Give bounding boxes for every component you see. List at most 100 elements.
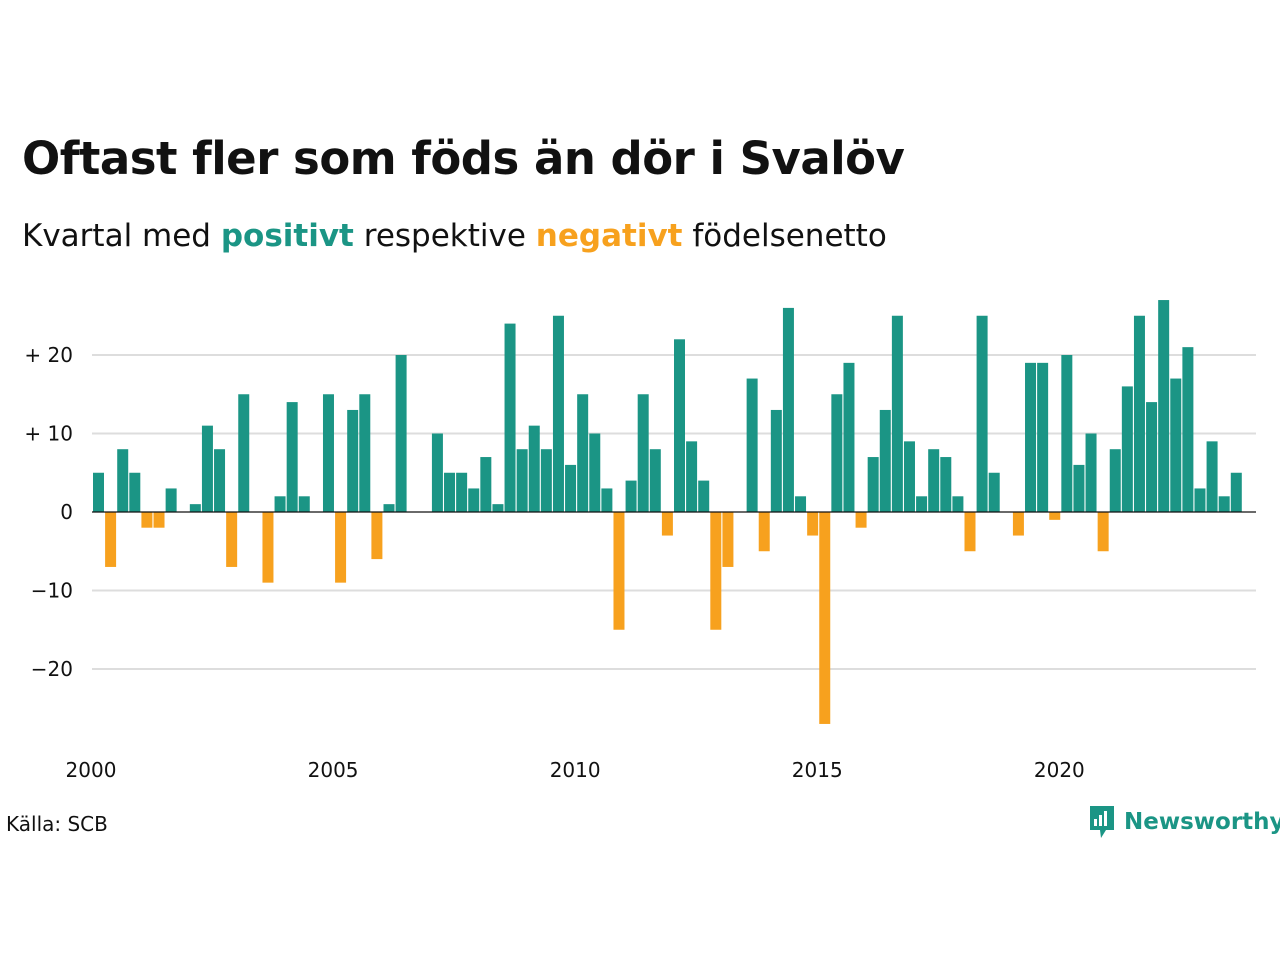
bar-positive: [1121, 386, 1133, 512]
bar-positive: [843, 362, 855, 512]
y-tick-label: + 20: [24, 343, 73, 367]
bar-negative: [262, 512, 274, 583]
bar-positive: [988, 472, 1000, 512]
bar-positive: [625, 480, 637, 512]
bar-negative: [855, 512, 867, 528]
bar-positive: [274, 496, 286, 512]
bar-negative: [807, 512, 819, 536]
bar-negative: [710, 512, 722, 630]
bar-positive: [504, 323, 516, 512]
subtitle-text-2: respektive: [363, 218, 526, 254]
x-tick-label: 2005: [308, 758, 359, 782]
bar-positive: [1025, 362, 1037, 512]
bar-positive: [322, 394, 334, 512]
bar-positive: [746, 378, 758, 512]
bar-positive: [165, 488, 177, 512]
bar-positive: [674, 339, 685, 512]
bar-positive: [976, 315, 988, 512]
chart-title: Oftast fler som föds än dör i Svalöv: [22, 132, 905, 185]
bar-positive: [649, 449, 661, 512]
y-tick-label: −10: [31, 579, 73, 603]
bar-positive: [444, 472, 456, 512]
bar-negative: [371, 512, 383, 560]
bar-positive: [1170, 378, 1182, 512]
bar-positive: [456, 472, 468, 512]
y-tick-label: 0: [60, 500, 73, 524]
brand-name: Newsworthy: [1124, 809, 1280, 835]
subtitle-text-1: Kvartal med: [22, 218, 211, 254]
bar-negative: [226, 512, 238, 567]
bar-positive: [93, 472, 104, 512]
bar-negative: [1049, 512, 1061, 520]
bar-positive: [1133, 315, 1145, 512]
bar-positive: [1061, 355, 1073, 512]
bar-negative: [105, 512, 117, 567]
bar-positive: [928, 449, 940, 512]
y-tick-label: + 10: [24, 422, 73, 446]
bar-positive: [891, 315, 903, 512]
bar-positive: [516, 449, 528, 512]
x-axis-ticks: 2000 2005 2010 2015 2020: [66, 758, 1085, 782]
bar-positive: [903, 441, 915, 512]
bar-positive: [1158, 300, 1170, 512]
bar-negative: [758, 512, 770, 552]
bar-positive: [770, 409, 782, 512]
subtitle-positive-word: positivt: [220, 218, 354, 254]
bar-positive: [480, 457, 492, 512]
bar-positive: [129, 472, 141, 512]
bar-positive: [359, 394, 371, 512]
bar-positive: [1206, 441, 1218, 512]
x-tick-label: 2000: [66, 758, 117, 782]
bars: [93, 300, 1242, 724]
bar-positive: [238, 394, 250, 512]
bar-positive: [1218, 496, 1230, 512]
bar-negative: [141, 512, 153, 528]
bar-positive: [383, 504, 395, 512]
bar-positive: [395, 355, 407, 512]
bar-positive: [468, 488, 480, 512]
bar-positive: [492, 504, 504, 512]
bar-positive: [1037, 362, 1049, 512]
bar-positive: [1194, 488, 1206, 512]
brand-logo: Newsworthy: [1088, 804, 1280, 840]
bar-positive: [577, 394, 589, 512]
bar-negative: [613, 512, 625, 630]
bar-negative: [819, 512, 831, 724]
bar-negative: [661, 512, 673, 536]
bar-positive: [698, 480, 710, 512]
bar-positive: [540, 449, 552, 512]
bar-positive: [1230, 472, 1242, 512]
bar-negative: [722, 512, 734, 567]
bar-positive: [1073, 464, 1085, 512]
y-axis-ticks: + 20 + 10 0 −10 −20: [24, 343, 73, 681]
bar-positive: [952, 496, 964, 512]
bar-negative: [1097, 512, 1109, 552]
bar-negative: [1012, 512, 1024, 536]
bar-positive: [189, 504, 201, 512]
x-tick-label: 2010: [550, 758, 601, 782]
subtitle-negative-word: negativt: [535, 218, 683, 254]
bar-positive: [831, 394, 843, 512]
bar-positive: [686, 441, 698, 512]
bar-positive: [637, 394, 649, 512]
bar-positive: [1085, 433, 1097, 512]
bar-positive: [879, 409, 891, 512]
bar-positive: [214, 449, 226, 512]
bar-positive: [795, 496, 807, 512]
bar-positive: [347, 409, 359, 512]
bar-positive: [565, 464, 577, 512]
y-tick-label: −20: [31, 657, 73, 681]
bar-positive: [552, 315, 564, 512]
bar-positive: [1146, 402, 1158, 512]
bar-positive: [782, 307, 794, 512]
bar-positive: [589, 433, 601, 512]
bar-positive: [1109, 449, 1121, 512]
bar-positive: [298, 496, 310, 512]
chart-subtitle: Kvartal med positivt respektive negativt…: [22, 218, 887, 254]
bar-positive: [916, 496, 928, 512]
bar-positive: [601, 488, 613, 512]
bar-positive: [528, 425, 540, 512]
bar-negative: [964, 512, 976, 552]
